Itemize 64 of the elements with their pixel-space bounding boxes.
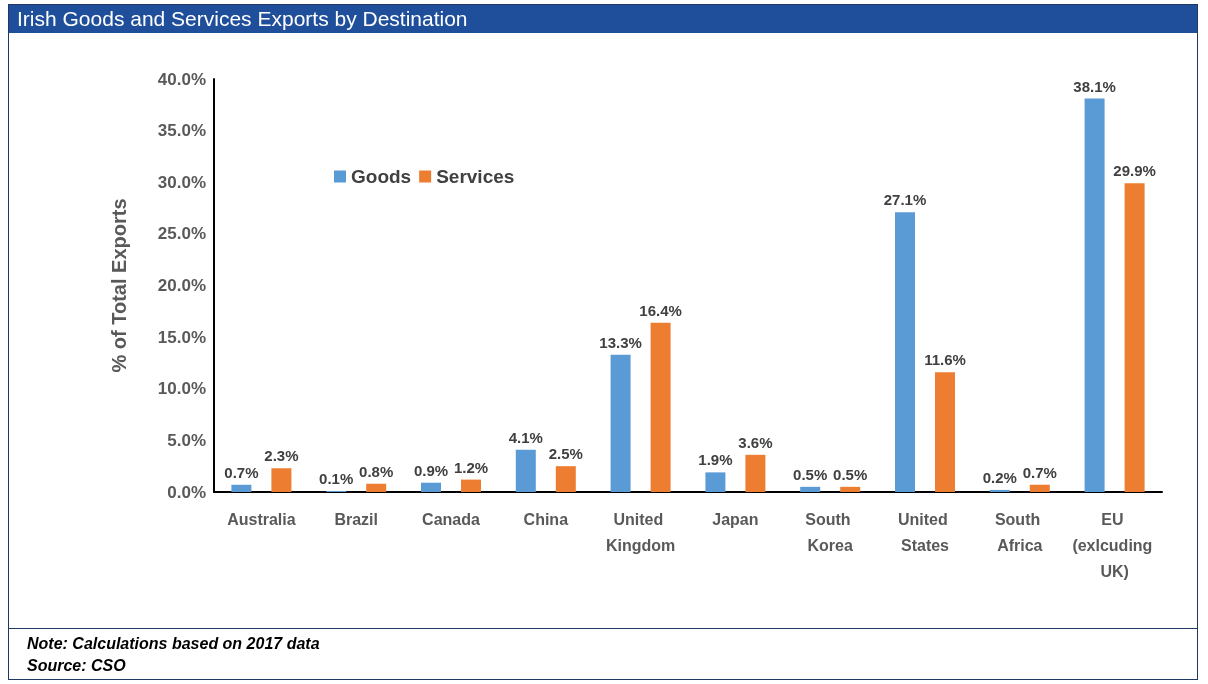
data-label: 0.7% bbox=[1022, 463, 1057, 481]
y-tick-label: 40.0% bbox=[157, 69, 206, 89]
data-label: 2.5% bbox=[548, 445, 583, 463]
data-label: 0.5% bbox=[793, 465, 828, 483]
bar bbox=[515, 449, 536, 492]
bar bbox=[989, 489, 1010, 492]
bar bbox=[555, 466, 576, 492]
data-label: 16.4% bbox=[639, 301, 682, 319]
chart-title: Irish Goods and Services Exports by Destination bbox=[9, 5, 1197, 33]
data-label: 27.1% bbox=[883, 191, 927, 209]
y-tick-label: 10.0% bbox=[157, 379, 206, 399]
x-tick-label: Brazil bbox=[334, 510, 378, 528]
bar bbox=[461, 479, 481, 492]
bar bbox=[231, 484, 252, 492]
legend-label: Services bbox=[436, 166, 515, 187]
data-label: 4.1% bbox=[508, 428, 543, 446]
x-tick-label: South Korea bbox=[805, 510, 856, 554]
data-label: 0.5% bbox=[833, 465, 868, 483]
bar bbox=[935, 372, 955, 492]
bar bbox=[366, 483, 387, 492]
data-label: 11.6% bbox=[924, 351, 966, 369]
data-label: 0.7% bbox=[224, 463, 259, 481]
bar bbox=[1029, 484, 1050, 492]
y-tick-label: 25.0% bbox=[157, 224, 206, 244]
legend-label: Goods bbox=[351, 166, 412, 187]
data-label: 1.9% bbox=[698, 451, 733, 469]
bar bbox=[271, 468, 292, 492]
x-tick-label: Canada bbox=[422, 510, 480, 528]
data-label: 13.3% bbox=[599, 333, 642, 351]
x-tick-label: South Africa bbox=[994, 510, 1045, 554]
y-tick-label: 0.0% bbox=[167, 482, 206, 502]
bar bbox=[895, 212, 915, 492]
data-label: 38.1% bbox=[1073, 77, 1116, 95]
data-label: 0.8% bbox=[359, 462, 394, 480]
y-tick-label: 5.0% bbox=[167, 430, 206, 450]
bar bbox=[840, 486, 861, 492]
x-tick-label: United States bbox=[897, 510, 953, 554]
y-tick-label: 20.0% bbox=[157, 276, 206, 295]
y-tick-label: 35.0% bbox=[157, 121, 206, 141]
y-tick-label: 30.0% bbox=[157, 172, 206, 192]
bar bbox=[800, 486, 821, 492]
bar bbox=[1084, 98, 1105, 492]
bar bbox=[705, 472, 726, 492]
bar bbox=[745, 454, 766, 492]
y-axis-title: % of Total Exports bbox=[108, 198, 130, 373]
data-label: 29.9% bbox=[1113, 162, 1156, 180]
data-label: 1.2% bbox=[453, 458, 489, 476]
bar bbox=[610, 354, 631, 492]
x-tick-label: EU (exlcuding UK) bbox=[1072, 510, 1157, 580]
data-label: 3.6% bbox=[738, 433, 773, 451]
x-tick-label: Japan bbox=[712, 510, 759, 528]
bar bbox=[421, 482, 441, 492]
x-tick-label: Australia bbox=[227, 510, 296, 528]
x-tick-label: China bbox=[523, 510, 569, 528]
data-label: 2.3% bbox=[264, 447, 299, 465]
data-label: 0.1% bbox=[319, 469, 354, 487]
bar bbox=[650, 322, 671, 492]
bar bbox=[1124, 183, 1145, 492]
y-tick-label: 15.0% bbox=[157, 327, 206, 347]
source-note: Source: CSO bbox=[27, 656, 127, 676]
text: Note: Calculations based on 2017 data bbox=[27, 634, 321, 654]
x-tick-label: United Kingdom bbox=[605, 510, 676, 554]
data-label: 0.2% bbox=[982, 468, 1017, 486]
data-label: 0.9% bbox=[413, 461, 449, 479]
